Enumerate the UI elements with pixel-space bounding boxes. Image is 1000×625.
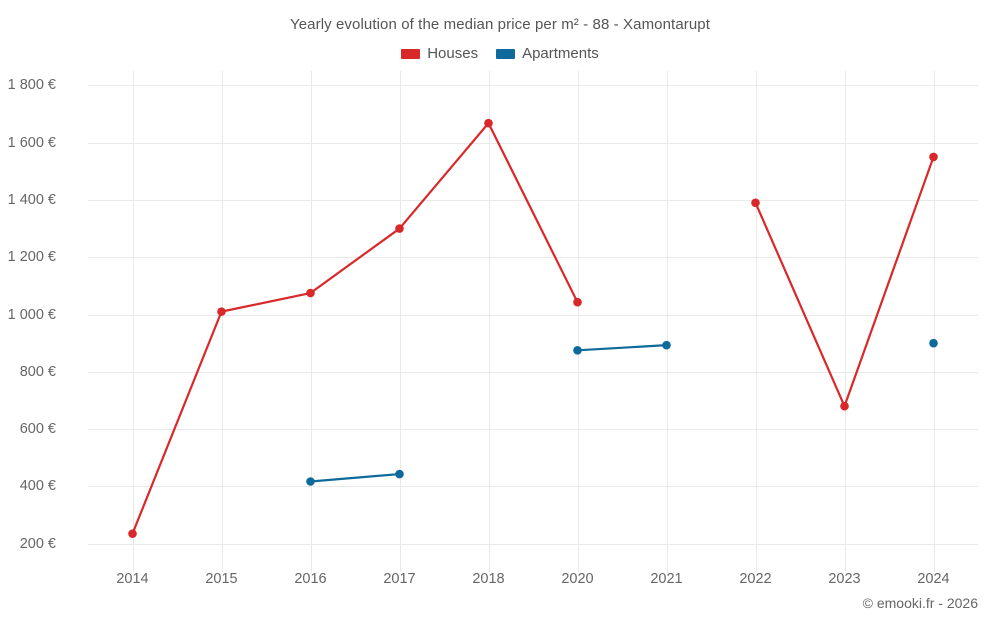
y-axis-tick-label: 1 000 € — [7, 306, 56, 323]
y-axis-tick-label: 600 € — [19, 421, 56, 438]
gridline-vertical — [399, 71, 401, 572]
x-axis-tick-label: 2017 — [383, 571, 416, 587]
y-axis-tick-label: 400 € — [19, 478, 56, 495]
legend-label-apartments: Apartments — [522, 45, 599, 62]
series-line — [131, 122, 579, 535]
legend-swatch-houses — [401, 48, 421, 59]
x-axis-tick-label: 2023 — [828, 571, 861, 587]
gridline-vertical — [844, 71, 846, 572]
footer-credit: © emooki.fr - 2026 — [862, 595, 978, 611]
data-point[interactable] — [573, 346, 582, 355]
gridline-horizontal — [88, 257, 978, 259]
x-axis-tick-label: 2016 — [294, 571, 327, 587]
y-axis-tick-label: 1 800 € — [7, 77, 56, 94]
x-axis-tick-label: 2015 — [205, 571, 238, 587]
data-point[interactable] — [484, 118, 493, 128]
gridline-vertical — [132, 71, 134, 572]
data-point[interactable] — [662, 340, 671, 350]
x-axis-tick-label: 2022 — [739, 571, 772, 587]
gridline-vertical — [933, 71, 935, 572]
gridline-horizontal — [88, 371, 978, 373]
data-point[interactable] — [306, 477, 315, 486]
chart-title: Yearly evolution of the median price per… — [289, 16, 711, 33]
series-line — [754, 155, 935, 408]
x-axis-tick-label: 2014 — [116, 571, 149, 587]
gridline-vertical — [755, 71, 757, 572]
gridline-horizontal — [88, 142, 978, 144]
data-point[interactable] — [217, 307, 226, 316]
series-line — [576, 344, 668, 352]
gridline-horizontal — [88, 199, 978, 201]
data-point[interactable] — [929, 152, 938, 162]
data-point[interactable] — [395, 224, 404, 233]
gridline-horizontal — [88, 486, 978, 488]
gridline-vertical — [310, 71, 312, 572]
plot-area: 200 € 400 € 600 € 800 € 1 000 € 1 200 € 1 400 … — [8, 71, 978, 587]
legend-item-houses[interactable]: Houses — [401, 45, 478, 62]
gridline-horizontal — [88, 429, 978, 431]
chart-legend: Houses Apartments — [0, 45, 1000, 62]
x-axis-tick-label: 2018 — [472, 571, 505, 587]
data-point[interactable] — [573, 297, 582, 307]
data-point[interactable] — [840, 401, 849, 411]
data-point[interactable] — [929, 338, 938, 348]
x-axis-tick-label: 2020 — [561, 571, 594, 587]
gridline-horizontal — [88, 85, 978, 87]
series-layer — [128, 118, 938, 538]
gridline-vertical — [666, 71, 668, 572]
gridline-vertical — [221, 71, 223, 572]
data-point[interactable] — [751, 198, 760, 208]
gridline-vertical — [577, 71, 579, 572]
legend-label-houses: Houses — [427, 45, 479, 62]
x-axis-tick-label: 2024 — [917, 571, 950, 587]
x-axis-tick-label: 2021 — [650, 571, 683, 587]
data-point[interactable] — [128, 529, 137, 538]
y-axis-tick-label: 1 400 € — [7, 191, 56, 208]
y-axis-tick-label: 200 € — [19, 535, 56, 552]
series-line — [309, 472, 401, 483]
gridline-vertical — [488, 71, 490, 572]
legend-item-apartments[interactable]: Apartments — [496, 45, 599, 62]
y-axis-tick-label: 1 200 € — [7, 249, 56, 266]
data-point[interactable] — [395, 469, 404, 479]
y-axis-tick-label: 800 € — [19, 363, 56, 380]
legend-swatch-apartments — [496, 48, 516, 59]
data-point[interactable] — [306, 288, 315, 298]
y-axis-tick-label: 1 600 € — [7, 134, 56, 151]
gridline-horizontal — [88, 543, 978, 545]
gridline-horizontal — [88, 314, 978, 316]
